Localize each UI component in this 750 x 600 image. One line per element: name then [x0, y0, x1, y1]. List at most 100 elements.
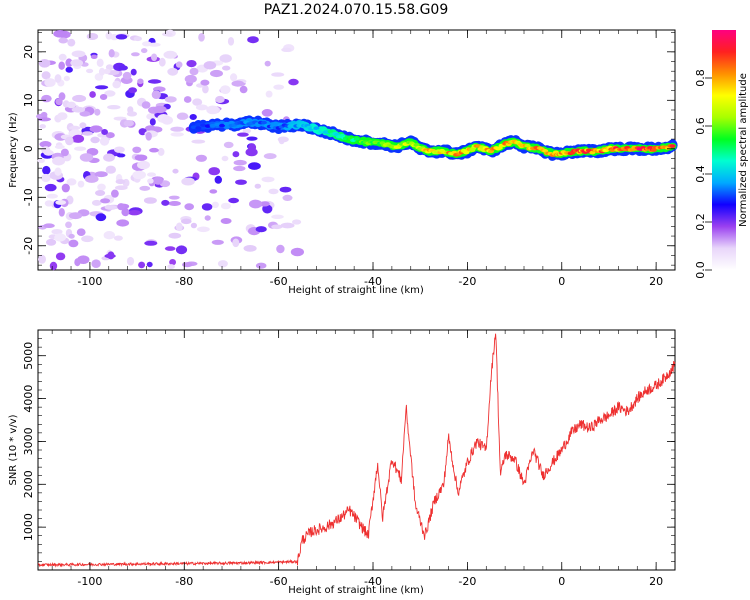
spectrogram-noise-cell: [54, 74, 62, 83]
spectrogram-noise-cell: [128, 210, 141, 216]
spectrogram-noise-cell: [277, 136, 289, 143]
x-tick-label: -20: [458, 575, 476, 588]
spectrogram-noise-cell: [153, 176, 163, 185]
spectrogram-noise-cell: [249, 199, 263, 209]
spectrogram-noise-cell: [170, 132, 184, 137]
spectrogram-noise-cell: [175, 222, 183, 232]
spectrogram-noise-cell: [58, 53, 67, 61]
spectrogram-noise-cell: [146, 261, 153, 268]
spectrogram-noise-cell: [192, 98, 203, 106]
spectrogram-noise-cell: [242, 128, 251, 134]
spectrogram-noise-cell: [108, 49, 115, 58]
spectrogram-noise-cell: [232, 151, 240, 158]
spectrogram-noise-cell: [237, 132, 249, 137]
spectrogram-noise-cell: [95, 213, 107, 222]
spectrogram-noise-cell: [168, 201, 181, 206]
spectrogram-signal-cell: [313, 126, 320, 130]
spectrogram-noise-cell: [184, 74, 197, 84]
spectrogram-noise-cell: [117, 203, 125, 211]
y-tick-label: 0: [22, 145, 35, 152]
spectrogram-noise-cell: [58, 61, 65, 70]
spectrogram-noise-cell: [113, 235, 123, 241]
spectrogram-noise-cell: [79, 153, 94, 162]
spectrogram-noise-cell: [221, 155, 229, 162]
spectrogram-noise-cell: [116, 153, 126, 158]
spectrogram-signal-cell: [195, 126, 202, 130]
colorbar-tick-label: 0.8: [694, 69, 707, 87]
spectrogram-cells: [36, 29, 678, 271]
spectrogram-noise-cell: [227, 37, 235, 46]
spectrogram-noise-cell: [68, 239, 79, 248]
spectrogram-noise-cell: [288, 78, 299, 86]
spectrogram-noise-cell: [161, 199, 170, 206]
spectrogram-noise-cell: [184, 203, 194, 211]
spectrogram-noise-cell: [91, 199, 102, 206]
spectrogram-noise-cell: [91, 259, 101, 269]
spectrogram-noise-cell: [114, 146, 125, 153]
y-tick-label: -20: [22, 237, 35, 255]
spectrogram-noise-cell: [197, 226, 210, 233]
spectrogram-noise-cell: [105, 31, 113, 40]
spectrogram-noise-cell: [103, 68, 111, 75]
spectrogram-noise-cell: [79, 122, 87, 129]
spectrogram-noise-cell: [147, 42, 161, 47]
spectrogram-noise-cell: [261, 176, 275, 183]
spectrogram-noise-cell: [134, 154, 148, 161]
spectrogram-noise-cell: [76, 228, 86, 236]
spectrogram-noise-cell: [149, 147, 159, 153]
spectrogram-noise-cell: [61, 183, 70, 193]
spectrogram-noise-cell: [132, 146, 142, 153]
spectrogram-noise-cell: [68, 212, 83, 220]
spectrogram-noise-cell: [281, 47, 292, 52]
spectrogram-noise-cell: [168, 232, 182, 239]
spectrogram-noise-cell: [110, 33, 119, 41]
figure-title: PAZ1.2024.070.15.58.G09: [264, 2, 449, 18]
spectrogram-noise-cell: [176, 112, 189, 120]
spectrogram-noise-cell: [115, 34, 128, 40]
spectrogram-noise-cell: [189, 114, 197, 120]
spectrogram-noise-cell: [114, 185, 128, 190]
colorbar-tick-label: 0.2: [694, 213, 707, 231]
colorbar-ticks: 0.0 0.2 0.4 0.6 0.8: [694, 69, 712, 279]
spectrogram-noise-cell: [41, 94, 52, 103]
spectrogram-noise-cell: [273, 84, 285, 90]
spectrogram-noise-cell: [111, 189, 119, 198]
x-tick-label: -60: [270, 275, 288, 288]
spectrogram-signal-cell: [200, 123, 207, 127]
spectrogram-noise-cell: [41, 173, 51, 183]
x-tick-label: 0: [558, 275, 565, 288]
spectrogram-noise-cell: [233, 159, 247, 166]
spectrogram-noise-cell: [149, 118, 156, 126]
spectrogram-noise-cell: [115, 179, 126, 185]
spectrogram-noise-cell: [151, 53, 158, 62]
spectrogram-noise-cell: [232, 238, 240, 248]
spectrogram-noise-cell: [74, 146, 87, 151]
spectrogram-signal-cell: [589, 150, 596, 155]
spectrogram-noise-cell: [211, 201, 219, 208]
spectrogram-noise-cell: [58, 208, 65, 217]
spectrogram-noise-cell: [201, 203, 213, 211]
snr-y-ticks: 1000 2000 3000 4000 5000: [22, 329, 675, 571]
spectrogram-noise-cell: [126, 111, 138, 117]
spectrogram-noise-cell: [190, 222, 197, 229]
snr-y-label: SNR (10 * v/v): [8, 414, 19, 485]
spectrogram-noise-cell: [168, 195, 180, 200]
spectrogram-noise-cell: [95, 85, 109, 90]
spectrogram-noise-cell: [189, 67, 199, 76]
spectrogram-noise-cell: [81, 131, 94, 136]
spectrogram-noise-cell: [265, 90, 273, 98]
snr-panel: -100 -80 -60 -40 -20 0 20 1000 2000 3000 4000 5000…: [8, 329, 676, 596]
spectrogram-noise-cell: [157, 147, 165, 156]
spectrogram-noise-cell: [65, 66, 73, 73]
x-tick-label: -20: [458, 275, 476, 288]
spectrogram-noise-cell: [66, 101, 77, 109]
spectrogram-noise-cell: [65, 58, 73, 68]
spectrogram-noise-cell: [254, 183, 261, 189]
spectrogram-noise-cell: [167, 264, 175, 270]
spectrogram-noise-cell: [144, 240, 158, 246]
spectrogram-noise-cell: [95, 190, 106, 196]
spectrogram-noise-cell: [133, 36, 142, 42]
spectrogram-noise-cell: [44, 200, 54, 207]
spectrogram-noise-cell: [90, 54, 98, 59]
spectrogram-noise-cell: [44, 183, 57, 192]
